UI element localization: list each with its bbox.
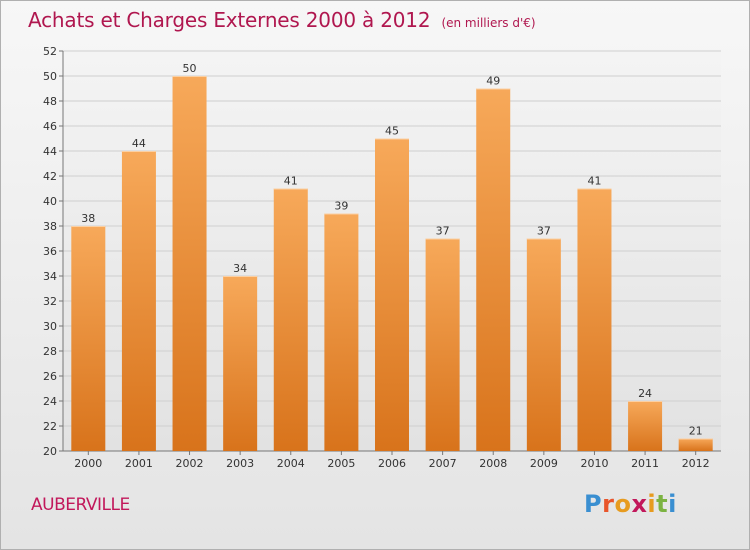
y-tick-label: 40 xyxy=(43,195,57,208)
y-tick-label: 38 xyxy=(43,220,57,233)
logo-letter: t xyxy=(656,490,669,518)
x-tick-label: 2000 xyxy=(74,457,102,470)
commune-name: AUBERVILLE xyxy=(31,495,130,515)
data-label: 37 xyxy=(436,225,450,238)
data-label: 45 xyxy=(385,125,399,138)
logo-letter: i xyxy=(647,490,657,518)
y-tick-label: 32 xyxy=(43,295,57,308)
y-tick-label: 30 xyxy=(43,320,57,333)
bar xyxy=(678,438,713,451)
x-tick-label: 2012 xyxy=(682,457,710,470)
y-tick-label: 52 xyxy=(43,45,57,58)
x-tick-label: 2008 xyxy=(479,457,507,470)
bar xyxy=(172,76,207,451)
y-tick-label: 22 xyxy=(43,420,57,433)
x-tick-label: 2002 xyxy=(176,457,204,470)
x-tick-label: 2011 xyxy=(631,457,659,470)
y-tick-label: 44 xyxy=(43,145,57,158)
y-tick-label: 34 xyxy=(43,270,57,283)
x-tick-label: 2001 xyxy=(125,457,153,470)
y-tick-label: 20 xyxy=(43,445,57,458)
y-tick-label: 24 xyxy=(43,395,57,408)
x-tick-label: 2004 xyxy=(277,457,305,470)
logo-letter: r xyxy=(602,490,615,518)
x-tick-label: 2009 xyxy=(530,457,558,470)
bar xyxy=(425,238,460,451)
x-tick-label: 2005 xyxy=(327,457,355,470)
data-label: 38 xyxy=(81,212,95,225)
bar xyxy=(324,213,359,451)
bar xyxy=(223,276,258,451)
x-tick-label: 2006 xyxy=(378,457,406,470)
bar xyxy=(375,138,409,451)
bar xyxy=(577,188,612,451)
x-tick-label: 2010 xyxy=(580,457,608,470)
title-block: Achats et Charges Externes 2000 à 2012 (… xyxy=(28,8,536,32)
data-label: 49 xyxy=(486,75,500,88)
x-tick-label: 2007 xyxy=(429,457,457,470)
data-label: 24 xyxy=(638,387,652,400)
chart-title: Achats et Charges Externes 2000 à 2012 xyxy=(28,8,431,32)
logo-letter: x xyxy=(631,490,648,518)
y-tick-label: 42 xyxy=(43,170,57,183)
data-label: 37 xyxy=(537,225,551,238)
data-label: 21 xyxy=(689,425,703,438)
y-tick-label: 50 xyxy=(43,70,57,83)
logo-letter: o xyxy=(614,490,632,518)
bar xyxy=(476,88,511,451)
data-label: 41 xyxy=(284,175,298,188)
x-tick-label: 2003 xyxy=(226,457,254,470)
data-label: 50 xyxy=(183,62,197,75)
proxiti-logo: Proxiti xyxy=(584,490,677,518)
y-tick-label: 26 xyxy=(43,370,57,383)
logo-letter: P xyxy=(584,490,603,518)
data-label: 34 xyxy=(233,262,247,275)
y-tick-label: 46 xyxy=(43,120,57,133)
data-label: 41 xyxy=(587,175,601,188)
data-label: 39 xyxy=(334,200,348,213)
bar xyxy=(121,151,156,451)
y-tick-label: 48 xyxy=(43,95,57,108)
y-tick-label: 36 xyxy=(43,245,57,258)
bar xyxy=(526,238,561,451)
y-tick-label: 28 xyxy=(43,345,57,358)
bar xyxy=(273,188,308,451)
data-label: 44 xyxy=(132,137,146,150)
bar xyxy=(71,226,106,451)
bar xyxy=(628,401,663,451)
bars xyxy=(71,76,713,451)
data-labels: 38 44 50 34 41 39 45 37 49 37 41 24 21 xyxy=(81,62,702,438)
chart-subtitle: (en milliers d'€) xyxy=(441,16,536,30)
logo-letter: i xyxy=(668,490,677,518)
